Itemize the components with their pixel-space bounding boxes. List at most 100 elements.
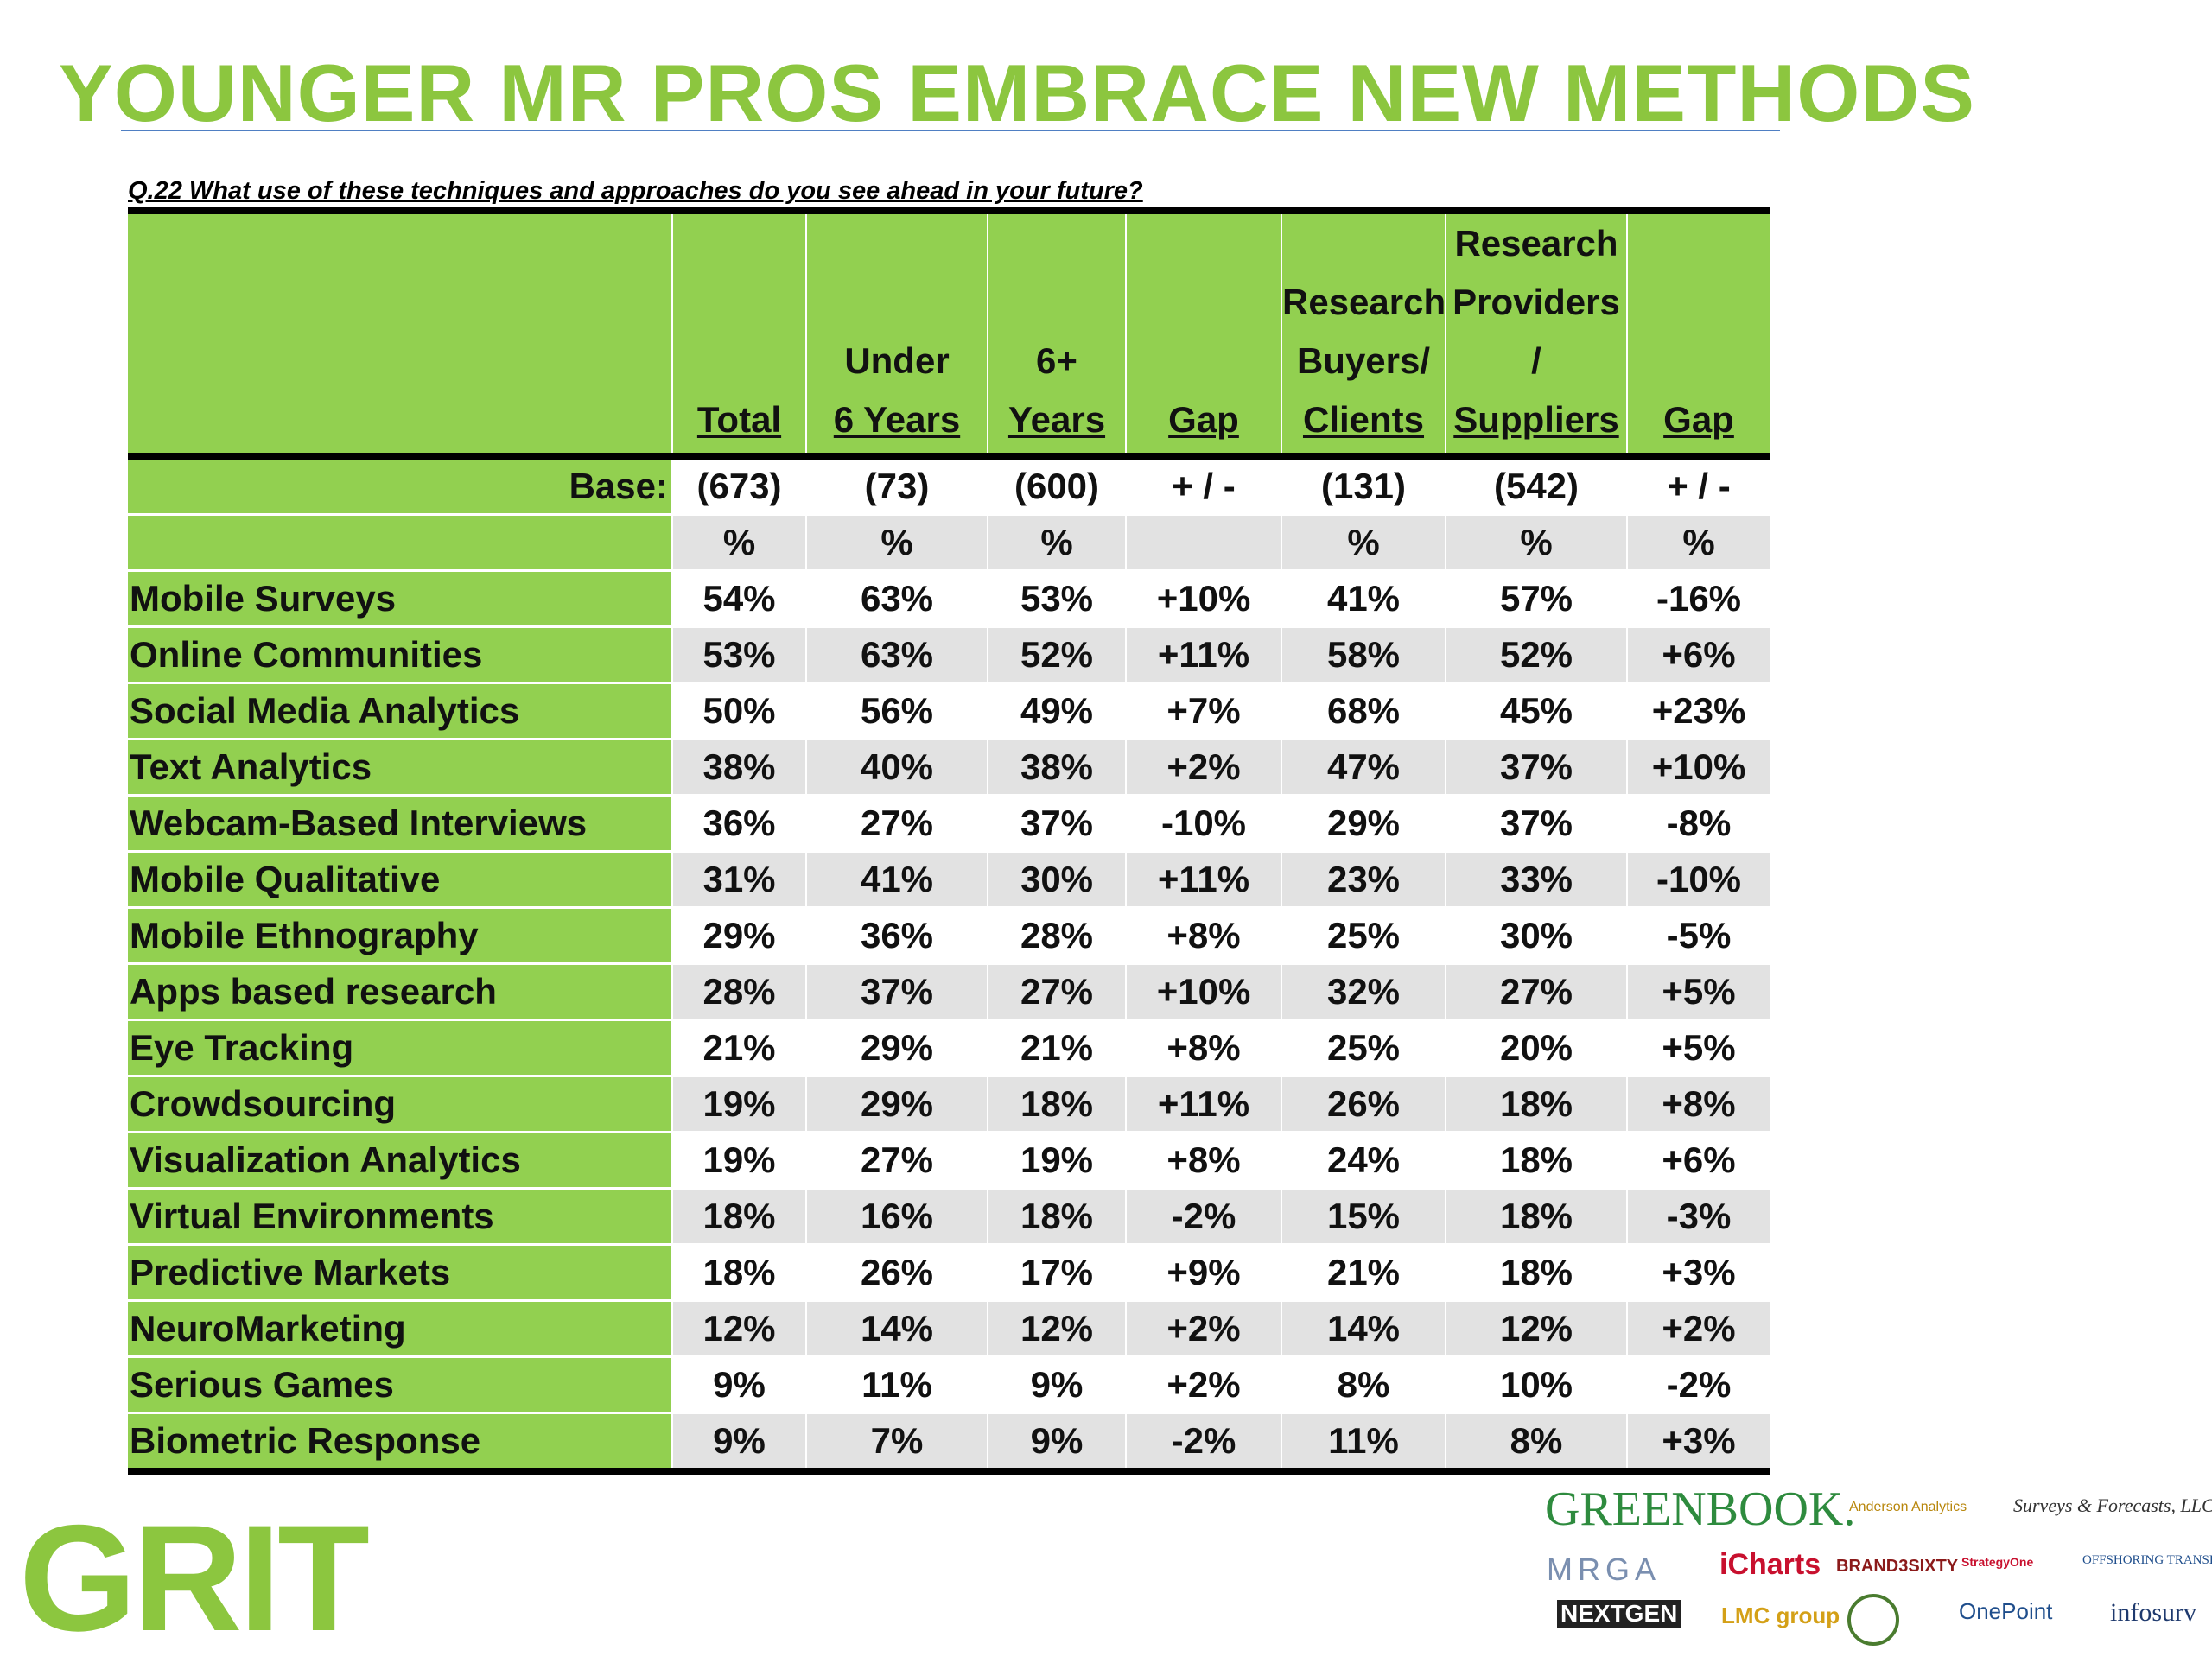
column-header-line: 6+ xyxy=(1036,340,1077,381)
table-cell: 30% xyxy=(1446,907,1628,965)
table-cell xyxy=(1126,514,1282,572)
table-cell: 36% xyxy=(806,907,988,965)
row-label: Crowdsourcing xyxy=(128,1076,673,1133)
nextgen-logo: NEXTGEN xyxy=(1557,1600,1681,1628)
table-cell: 18% xyxy=(672,1244,807,1302)
table-cell: -3% xyxy=(1627,1188,1770,1246)
table-cell: 11% xyxy=(806,1356,988,1414)
column-header-line: Suppliers xyxy=(1453,399,1619,440)
table-cell: 9% xyxy=(988,1412,1127,1473)
row-label: Predictive Markets xyxy=(128,1244,673,1302)
table-cell: % xyxy=(1627,514,1770,572)
table-row: Mobile Ethnography 29% 36% 28% +8% 25% 30% -5% xyxy=(128,907,1770,965)
table-cell: % xyxy=(806,514,988,572)
column-header-line xyxy=(1127,332,1281,390)
table-cell: 9% xyxy=(672,1356,807,1414)
anderson-analytics-logo: Anderson Analytics xyxy=(1849,1500,1967,1514)
column-header-line xyxy=(807,214,987,273)
table-cell: 8% xyxy=(1446,1412,1628,1473)
table-cell: 18% xyxy=(672,1188,807,1246)
table-cell: 19% xyxy=(672,1076,807,1133)
table-cell: +8% xyxy=(1627,1076,1770,1133)
table-cell: 32% xyxy=(1281,963,1446,1021)
column-header-line xyxy=(1127,214,1281,273)
table-cell: 58% xyxy=(1281,626,1446,684)
column-header-line: Research xyxy=(1282,282,1446,322)
table-cell: 8% xyxy=(1281,1356,1446,1414)
table-cell: % xyxy=(672,514,807,572)
table-row: Predictive Markets 18% 26% 17% +9% 21% 18% +3% xyxy=(128,1244,1770,1302)
column-header-6: Gap xyxy=(1627,211,1770,460)
table-cell: +6% xyxy=(1627,1132,1770,1190)
table-cell: 38% xyxy=(672,739,807,797)
column-header-line xyxy=(988,214,1125,273)
row-label: NeuroMarketing xyxy=(128,1300,673,1358)
table-cell: 11% xyxy=(1281,1412,1446,1473)
table-cell: 53% xyxy=(672,626,807,684)
table-row: Biometric Response 9% 7% 9% -2% 11% 8% +3% xyxy=(128,1412,1770,1473)
table-cell: 52% xyxy=(1446,626,1628,684)
table-cell: +5% xyxy=(1627,963,1770,1021)
row-label: Social Media Analytics xyxy=(128,682,673,740)
column-header-0: Total xyxy=(672,211,807,460)
table-row: Serious Games 9% 11% 9% +2% 8% 10% -2% xyxy=(128,1356,1770,1414)
column-header-line: Under xyxy=(844,340,950,381)
table-cell: 37% xyxy=(806,963,988,1021)
column-header-line xyxy=(1628,214,1770,273)
table-cell: 41% xyxy=(1281,570,1446,628)
table-cell: 68% xyxy=(1281,682,1446,740)
column-header-line: Providers xyxy=(1452,282,1620,322)
table-cell: (542) xyxy=(1446,456,1628,516)
table-cell: +10% xyxy=(1126,963,1282,1021)
table-cell: 18% xyxy=(988,1076,1127,1133)
column-header-line xyxy=(807,273,987,332)
onepoint-logo: OnePoint xyxy=(1959,1598,2053,1624)
column-header-line xyxy=(1628,273,1770,332)
table-cell: +3% xyxy=(1627,1412,1770,1473)
column-header-line xyxy=(673,332,805,390)
table-row: Mobile Qualitative 31% 41% 30% +11% 23% 33% -10… xyxy=(128,851,1770,909)
table-row: Mobile Surveys 54% 63% 53% +10% 41% 57% -16% xyxy=(128,570,1770,628)
table-cell: 18% xyxy=(1446,1132,1628,1190)
table-row: Online Communities 53% 63% 52% +11% 58% 52% +6% xyxy=(128,626,1770,684)
table-cell: -5% xyxy=(1627,907,1770,965)
table-cell: 54% xyxy=(672,570,807,628)
row-label xyxy=(128,514,673,572)
table-cell: 21% xyxy=(988,1019,1127,1077)
table-row: NeuroMarketing 12% 14% 12% +2% 14% 12% +2% xyxy=(128,1300,1770,1358)
grit-logo: GRIT xyxy=(19,1495,370,1663)
table-cell: (600) xyxy=(988,456,1127,516)
offshoring-transparency-logo: OFFSHORING TRANSPARENCY xyxy=(2082,1553,2212,1567)
surveys-forecasts-logo: Surveys & Forecasts, LLC xyxy=(2013,1495,2212,1516)
table-row: Eye Tracking 21% 29% 21% +8% 25% 20% +5% xyxy=(128,1019,1770,1077)
table-cell: 26% xyxy=(806,1244,988,1302)
table-cell: -8% xyxy=(1627,795,1770,853)
table-cell: + / - xyxy=(1126,456,1282,516)
column-header-line: Clients xyxy=(1302,399,1425,440)
sponsor-logos: GREENBOOK. Anderson Analytics Surveys & … xyxy=(1538,1477,2212,1650)
icharts-logo: iCharts xyxy=(1719,1548,1821,1581)
table-cell: 10% xyxy=(1446,1356,1628,1414)
column-header-line: Gap xyxy=(1168,399,1239,440)
table-cell: +2% xyxy=(1126,1356,1282,1414)
table-cell: +7% xyxy=(1126,682,1282,740)
row-label: Mobile Ethnography xyxy=(128,907,673,965)
circle-seal-logo xyxy=(1847,1594,1899,1646)
table-cell: +11% xyxy=(1126,626,1282,684)
table-cell: 37% xyxy=(1446,795,1628,853)
column-header-5: Research Providers / Suppliers xyxy=(1446,211,1628,460)
table-row: Webcam-Based Interviews 36% 27% 37% -10% 29% 3… xyxy=(128,795,1770,853)
table-cell: % xyxy=(1281,514,1446,572)
table-cell: 27% xyxy=(806,795,988,853)
table-cell: +6% xyxy=(1627,626,1770,684)
table-cell: 18% xyxy=(1446,1188,1628,1246)
title-underline xyxy=(121,130,1780,131)
table-cell: 18% xyxy=(1446,1244,1628,1302)
table-cell: 18% xyxy=(1446,1076,1628,1133)
table-header-row: Total Under 6 Years 6+ Years Gap Research B… xyxy=(128,211,1770,460)
brand3sixty-logo: BRAND3SIXTY xyxy=(1836,1557,1959,1576)
table-cell: 7% xyxy=(806,1412,988,1473)
row-label: Text Analytics xyxy=(128,739,673,797)
table-cell: 29% xyxy=(672,907,807,965)
mrga-logo: MRGA xyxy=(1547,1552,1661,1587)
